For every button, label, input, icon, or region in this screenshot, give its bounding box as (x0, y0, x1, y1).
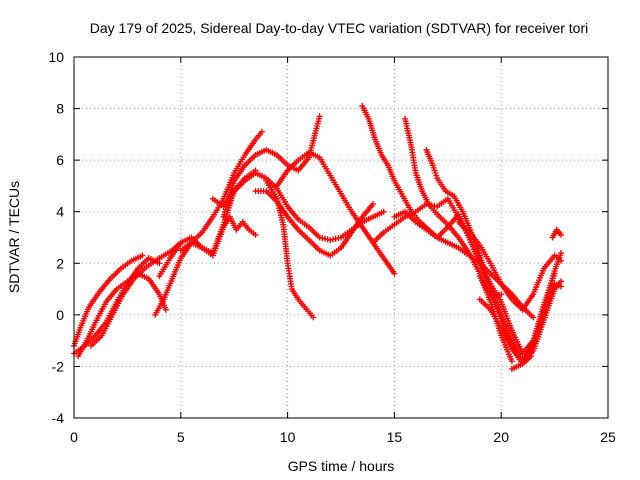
series-19 (508, 249, 565, 373)
plot-frame (73, 56, 609, 419)
series-21 (476, 273, 505, 300)
data-point (252, 231, 259, 238)
grid (74, 57, 608, 418)
y-tick-label: 10 (48, 49, 64, 65)
series-2 (75, 270, 169, 360)
data-point (258, 128, 265, 135)
y-tick-label: -4 (52, 410, 65, 426)
y-tick-label: 2 (56, 255, 64, 271)
series-9 (252, 188, 377, 259)
series-17 (455, 219, 565, 313)
data-point (316, 113, 323, 120)
series-1 (71, 252, 146, 349)
data-point (558, 231, 565, 238)
x-tick-label: 10 (280, 429, 296, 445)
data-point (380, 208, 387, 215)
y-axis-label: SDTVAR / TECUs (6, 181, 22, 293)
y-tick-label: 8 (56, 101, 64, 117)
y-tick-label: -2 (52, 358, 65, 374)
series-6 (177, 213, 259, 259)
data-point (558, 283, 565, 290)
x-tick-label: 5 (177, 429, 185, 445)
x-tick-label: 25 (600, 429, 616, 445)
data-point (370, 200, 377, 207)
y-tick-label: 0 (56, 307, 64, 323)
series-11 (273, 149, 398, 277)
x-axis-ticks: 0 5 10 15 20 25 (70, 57, 616, 445)
data-point (310, 314, 317, 321)
y-axis-ticks: -4 -2 0 2 4 6 8 10 (48, 49, 608, 426)
series-20 (549, 226, 565, 241)
data-points (71, 102, 565, 373)
y-tick-label: 4 (56, 204, 64, 220)
x-tick-label: 20 (493, 429, 509, 445)
y-tick-label: 6 (56, 152, 64, 168)
chart-title: Day 179 of 2025, Sidereal Day-to-day VTE… (90, 20, 589, 36)
x-tick-label: 0 (70, 429, 78, 445)
x-axis-label: GPS time / hours (288, 458, 395, 474)
data-point (139, 252, 146, 259)
data-point (391, 270, 398, 277)
series-10 (263, 177, 317, 321)
data-point (558, 249, 565, 256)
data-point (558, 278, 565, 285)
data-point (508, 358, 515, 365)
data-point (156, 260, 163, 267)
data-point (530, 314, 537, 321)
x-tick-label: 15 (387, 429, 403, 445)
data-point (162, 306, 169, 313)
data-point (498, 291, 505, 298)
